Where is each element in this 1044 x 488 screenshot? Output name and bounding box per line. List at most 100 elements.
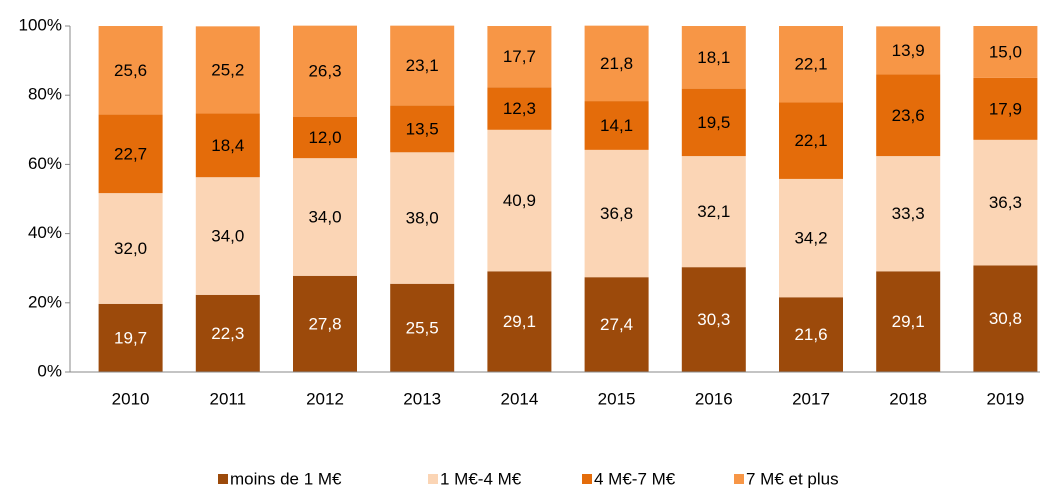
data-label: 25,6 bbox=[114, 61, 147, 80]
data-label: 12,3 bbox=[503, 99, 536, 118]
data-label: 17,7 bbox=[503, 47, 536, 66]
bar-segment bbox=[487, 26, 552, 88]
bar-segment bbox=[98, 193, 163, 304]
bar-segment bbox=[487, 271, 552, 372]
bar-segment bbox=[876, 26, 941, 75]
bar-segment bbox=[390, 105, 455, 153]
data-label: 34,2 bbox=[794, 229, 827, 248]
legend-label: 1 M€-4 M€ bbox=[440, 469, 522, 488]
bar-segment bbox=[779, 26, 843, 103]
data-label: 34,0 bbox=[308, 207, 341, 226]
bar-segment bbox=[195, 294, 260, 372]
y-tick-label: 100% bbox=[19, 15, 62, 34]
bar-segment bbox=[390, 283, 455, 372]
y-tick-label: 80% bbox=[28, 85, 62, 104]
bar-segment bbox=[681, 156, 746, 268]
bar-segment bbox=[293, 25, 357, 117]
legend-label: 4 M€-7 M€ bbox=[594, 469, 676, 488]
x-tick-label: 2013 bbox=[403, 389, 441, 408]
bar-segment bbox=[390, 25, 455, 106]
bar-segment bbox=[98, 26, 163, 115]
data-label: 33,3 bbox=[892, 204, 925, 223]
data-label: 13,9 bbox=[892, 41, 925, 60]
data-label: 38,0 bbox=[406, 209, 439, 228]
data-label: 21,8 bbox=[600, 54, 633, 73]
data-label: 32,1 bbox=[697, 202, 730, 221]
legend-label: moins de 1 M€ bbox=[230, 469, 342, 488]
data-label: 23,6 bbox=[892, 106, 925, 125]
bar-segment bbox=[779, 297, 843, 372]
bar-segment bbox=[584, 25, 649, 102]
bar-segment bbox=[487, 87, 552, 130]
legend-swatch bbox=[734, 474, 744, 484]
legend-swatch bbox=[428, 474, 438, 484]
data-label: 30,3 bbox=[697, 310, 730, 329]
legend-swatch bbox=[582, 474, 592, 484]
data-label: 27,8 bbox=[308, 314, 341, 333]
data-label: 15,0 bbox=[989, 42, 1022, 61]
bar-segment bbox=[876, 271, 941, 372]
bar-segment bbox=[681, 88, 746, 157]
data-label: 23,1 bbox=[406, 56, 439, 75]
data-label: 21,6 bbox=[794, 325, 827, 344]
data-label: 29,1 bbox=[892, 312, 925, 331]
x-tick-label: 2019 bbox=[986, 389, 1024, 408]
bar-segment bbox=[779, 102, 843, 179]
legend-label: 7 M€ et plus bbox=[746, 469, 839, 488]
data-label: 34,0 bbox=[211, 227, 244, 246]
x-tick-label: 2016 bbox=[695, 389, 733, 408]
data-label: 25,2 bbox=[211, 60, 244, 79]
bar-segment bbox=[98, 114, 163, 194]
x-tick-label: 2018 bbox=[889, 389, 927, 408]
data-label: 30,8 bbox=[989, 309, 1022, 328]
data-label: 36,3 bbox=[989, 193, 1022, 212]
data-label: 40,9 bbox=[503, 191, 536, 210]
bar-segment bbox=[584, 277, 649, 372]
bar-segment bbox=[390, 152, 455, 284]
y-tick-label: 20% bbox=[28, 292, 62, 311]
data-label: 12,0 bbox=[308, 128, 341, 147]
data-label: 19,5 bbox=[697, 113, 730, 132]
bar-segment bbox=[584, 149, 649, 278]
bar-segment bbox=[487, 129, 552, 272]
bar-segment bbox=[779, 178, 843, 298]
data-label: 17,9 bbox=[989, 99, 1022, 118]
x-tick-label: 2010 bbox=[112, 389, 150, 408]
x-tick-label: 2012 bbox=[306, 389, 344, 408]
data-label: 25,5 bbox=[406, 318, 439, 337]
legend-swatch bbox=[218, 474, 228, 484]
y-tick-label: 40% bbox=[28, 223, 62, 242]
bar-segment bbox=[876, 156, 941, 272]
bar-segment bbox=[293, 275, 357, 372]
y-tick-label: 0% bbox=[37, 361, 62, 380]
bar-segment bbox=[293, 158, 357, 276]
bar-segment bbox=[973, 139, 1038, 266]
data-label: 19,7 bbox=[114, 328, 147, 347]
data-label: 27,4 bbox=[600, 315, 633, 334]
bar-segment bbox=[681, 267, 746, 372]
data-label: 18,1 bbox=[697, 48, 730, 67]
bar-segment bbox=[681, 26, 746, 89]
bar-segment bbox=[195, 177, 260, 295]
data-label: 22,1 bbox=[794, 131, 827, 150]
data-label: 22,1 bbox=[794, 55, 827, 74]
data-label: 22,3 bbox=[211, 324, 244, 343]
bar-segment bbox=[195, 113, 260, 178]
data-label: 26,3 bbox=[308, 62, 341, 81]
bar-segment bbox=[195, 26, 260, 114]
bar-segment bbox=[876, 74, 941, 157]
data-label: 14,1 bbox=[600, 116, 633, 135]
data-label: 32,0 bbox=[114, 239, 147, 258]
data-label: 36,8 bbox=[600, 204, 633, 223]
x-tick-label: 2014 bbox=[500, 389, 538, 408]
x-tick-label: 2017 bbox=[792, 389, 830, 408]
y-tick-label: 60% bbox=[28, 154, 62, 173]
data-label: 22,7 bbox=[114, 144, 147, 163]
data-label: 18,4 bbox=[211, 136, 244, 155]
bar-segment bbox=[973, 265, 1038, 372]
bar-segment bbox=[973, 26, 1038, 78]
x-tick-label: 2015 bbox=[598, 389, 636, 408]
bar-segment bbox=[98, 303, 163, 372]
